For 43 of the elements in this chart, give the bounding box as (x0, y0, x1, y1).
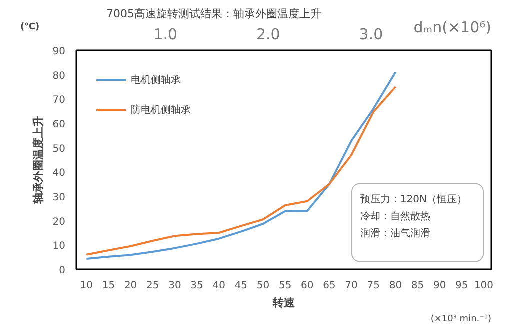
y-tick-label: 20 (52, 216, 66, 228)
x-tick-label: 85 (411, 280, 424, 292)
x-tick-label: 70 (345, 280, 358, 292)
y-tick-label: 70 (52, 95, 66, 106)
text: (×10³ min.⁻¹) (430, 314, 492, 324)
x-tick-label: 75 (367, 280, 380, 292)
legend-label: 电机侧轴承 (131, 74, 181, 87)
annotation: 预压力：120N（恒压） (360, 194, 467, 206)
x-tick-label: 15 (102, 280, 116, 292)
x-tick-label: 45 (234, 280, 248, 292)
legend-label: 防电机侧轴承 (131, 104, 191, 117)
y-tick-label: 90 (52, 46, 66, 58)
y-tick-label: 40 (52, 168, 66, 180)
x-tick-label: 35 (190, 280, 204, 292)
x-tick-label: 90 (433, 280, 446, 292)
x-tick-label: 50 (256, 280, 270, 292)
x2-axis-title: dₘn(×10⁶) (414, 18, 492, 36)
x-tick-label: 55 (278, 280, 292, 292)
x-tick-label: 10 (80, 280, 94, 292)
x-tick-label: 80 (389, 280, 402, 292)
text: (℃) (20, 22, 40, 32)
x-tick-label: 30 (168, 280, 182, 292)
x-tick-label: 100 (474, 280, 494, 292)
y-tick-label: 80 (52, 70, 66, 82)
x-tick-label: 65 (323, 280, 336, 292)
y-tick-label: 30 (52, 192, 66, 204)
x-tick-label: 25 (146, 280, 160, 292)
y-tick-label: 50 (52, 144, 66, 155)
annotation: 润滑：油气润滑 (360, 228, 430, 240)
x-tick-label: 20 (124, 280, 138, 292)
y-tick-label: 0 (59, 266, 66, 276)
x-tick-label: 40 (212, 280, 226, 292)
x2-tick-label: 3.0 (359, 26, 384, 44)
x-tick-label: 60 (301, 280, 314, 292)
x2-tick-label: 2.0 (256, 26, 280, 44)
x2-tick-label: 1.0 (154, 26, 178, 44)
x-tick-label: 95 (456, 280, 468, 292)
annotation: 冷却：自然散热 (360, 210, 430, 223)
chart-title: 7005高速旋转测试结果：轴承外圈温度上升 (106, 8, 322, 20)
y-tick-label: 60 (52, 120, 66, 130)
y-axis-title: 轴承外圈温度上升 (32, 116, 45, 205)
x-axis-title: 转速 (272, 296, 296, 310)
y-tick-label: 10 (52, 241, 66, 252)
